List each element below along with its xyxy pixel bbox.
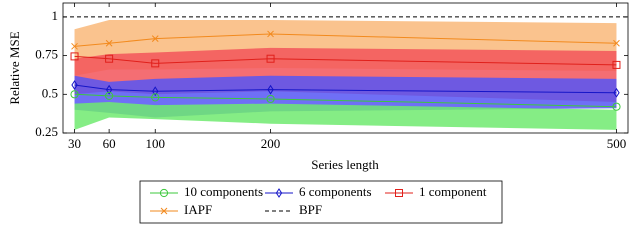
marker — [71, 42, 78, 50]
x-tick-label: 500 — [607, 136, 627, 151]
marker — [151, 93, 160, 102]
legend-box — [139, 180, 503, 224]
y-axis-label: Relative MSE — [7, 31, 22, 104]
marker — [613, 87, 620, 98]
x-tick-label: 30 — [68, 136, 81, 151]
x-tick-label: 200 — [261, 136, 281, 151]
legend-marker — [160, 207, 168, 215]
marker — [105, 84, 113, 95]
series-line — [74, 55, 617, 66]
y-tick-label: 0.25 — [35, 124, 58, 139]
marker — [267, 84, 274, 95]
marker — [612, 102, 621, 111]
marker — [266, 94, 275, 104]
legend-marker — [275, 188, 283, 198]
marker — [105, 91, 114, 100]
marker — [70, 90, 79, 99]
legend-marker — [395, 189, 403, 197]
legend-label: 6 components — [299, 184, 372, 199]
x-tick-label: 100 — [145, 136, 165, 151]
plot-frame — [62, 2, 629, 134]
marker — [151, 59, 160, 68]
marker — [105, 39, 113, 47]
marker — [105, 54, 114, 63]
marker — [151, 35, 159, 42]
marker — [613, 39, 620, 47]
legend-marker — [159, 188, 169, 198]
y-tick-label: 0.5 — [42, 85, 58, 100]
x-axis-label: Series length — [311, 157, 379, 172]
marker — [266, 54, 275, 63]
legend-label: 10 components — [184, 184, 263, 199]
y-tick-label: 0.75 — [35, 47, 58, 62]
marker — [71, 80, 78, 90]
marker — [152, 86, 159, 97]
legend-label: 1 component — [419, 184, 487, 199]
x-tick-label: 60 — [103, 136, 116, 151]
band — [74, 102, 617, 130]
marker — [267, 30, 274, 38]
marker — [612, 60, 621, 69]
legend-label: IAPF — [184, 202, 212, 217]
legend-label: BPF — [299, 202, 322, 217]
y-tick-label: 1 — [52, 8, 59, 23]
series-line — [74, 93, 617, 108]
marker — [70, 52, 79, 61]
series-line — [74, 84, 617, 94]
